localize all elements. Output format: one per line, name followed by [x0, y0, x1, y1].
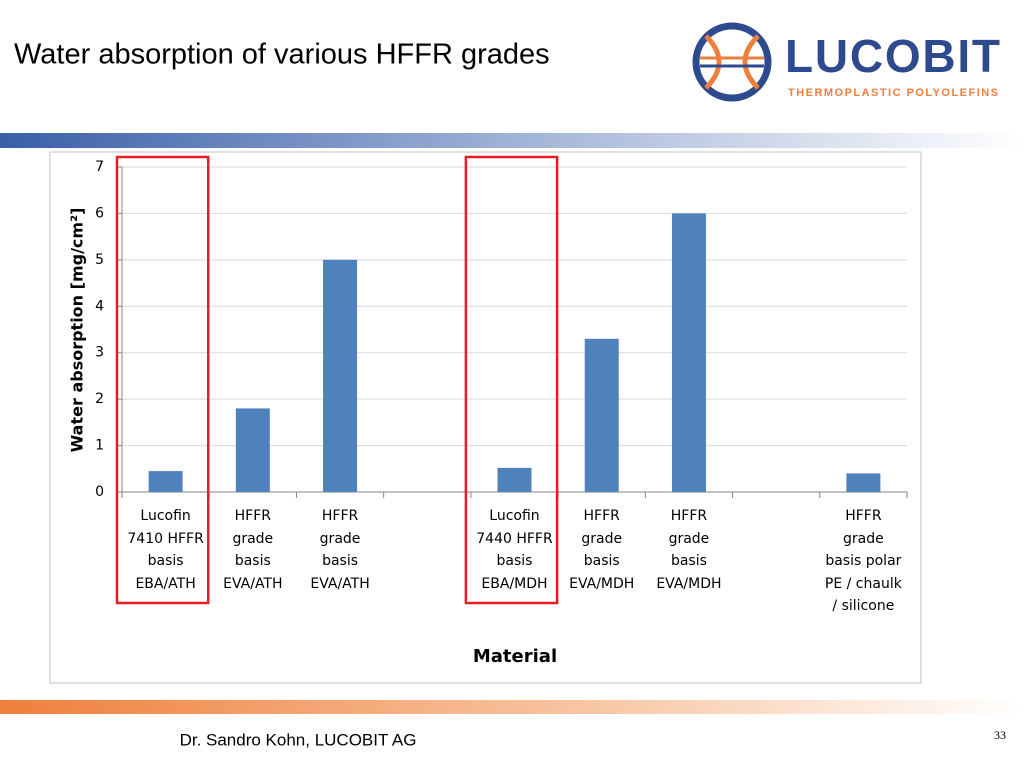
- bar: [323, 259, 358, 492]
- bar: [148, 471, 183, 492]
- logo-name: LUCOBIT: [785, 30, 1000, 82]
- y-tick-label: 4: [95, 298, 104, 314]
- y-tick-label: 0: [95, 484, 104, 500]
- y-axis-label: Water absorption [mg/cm²]: [68, 208, 87, 453]
- x-tick-label: HFFR grade basis EVA/MDH: [656, 508, 722, 592]
- x-tick-label: HFFR grade basis EVA/ATH: [310, 508, 370, 592]
- slide-title: Water absorption of various HFFR grades: [14, 39, 550, 71]
- bar: [584, 338, 619, 492]
- highlight-box: [464, 155, 559, 605]
- logo-arcs: [704, 34, 760, 90]
- chart-frame: [49, 151, 922, 684]
- page-number: 33: [994, 728, 1006, 742]
- y-tick-label: 3: [95, 345, 104, 361]
- bar: [235, 408, 270, 492]
- bar: [846, 473, 881, 492]
- header-band: [0, 133, 1024, 148]
- x-tick-label: Lucofin 7410 HFFR basis EBA/ATH: [127, 508, 204, 592]
- bar: [497, 467, 532, 492]
- y-tick-label: 1: [95, 438, 104, 454]
- logo-ring: [692, 22, 772, 102]
- y-tick-label: 7: [95, 159, 104, 175]
- x-axis-label: Material: [473, 646, 557, 667]
- highlight-box: [115, 155, 210, 605]
- footer-text: Dr. Sandro Kohn, LUCOBIT AG: [180, 730, 417, 749]
- y-tick-label: 5: [95, 252, 104, 268]
- bar: [671, 213, 706, 492]
- footer-band: [0, 700, 1024, 714]
- logo: LUCOBIT THERMOPLASTIC POLYOLEFINS: [692, 22, 1000, 102]
- y-tick-label: 6: [95, 205, 104, 221]
- x-tick-label: HFFR grade basis EVA/MDH: [569, 508, 635, 592]
- x-tick-label: HFFR grade basis EVA/ATH: [223, 508, 283, 592]
- x-tick-label: HFFR grade basis polar PE / chaulk / sil…: [824, 508, 902, 614]
- logo-tagline: THERMOPLASTIC POLYOLEFINS: [788, 87, 998, 99]
- y-tick-label: 2: [95, 391, 104, 407]
- x-tick-label: Lucofin 7440 HFFR basis EBA/MDH: [476, 508, 553, 592]
